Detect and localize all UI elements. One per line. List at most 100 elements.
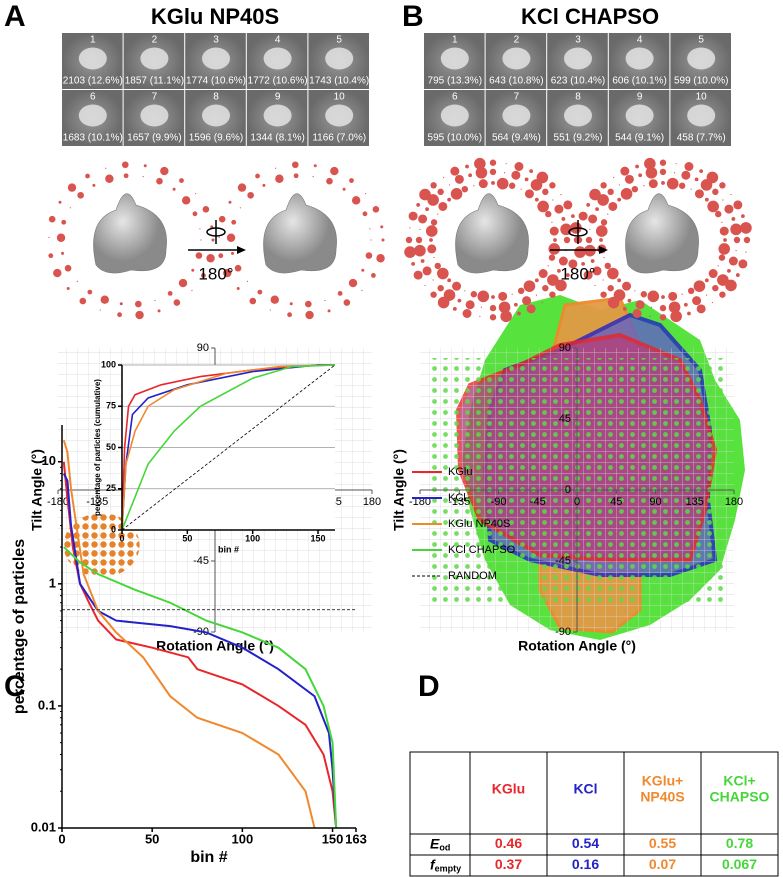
orientation-dot [733,236,741,244]
orientation-dot [733,200,743,210]
data-table: KGlu KCl KGlu+NP40S KCl+CHAPSO Eod 0.46 0.54 0.… [409,751,779,877]
class-caption: 606 (10.1%) [612,76,666,87]
y-tick-label: -90 [555,626,571,638]
orientation-dot [600,291,607,298]
orientation-dot [712,284,719,292]
orientation-dot [600,182,607,189]
orientation-dot [725,279,737,292]
class-caption: 1683 (10.1%) [63,133,123,144]
x-tick-label: 180 [725,496,743,508]
orientation-dot [234,264,242,272]
orientation-dot [121,161,129,169]
orientation-dot [119,302,123,306]
class-number: 2 [514,35,520,46]
orientation-dot [728,256,738,266]
class-number: 2 [152,35,158,46]
orientation-dot [607,213,609,215]
orientation-dot [524,177,529,182]
orientation-dot [643,185,645,187]
orientation-dot [305,300,312,308]
orientation-dot [79,297,87,305]
class-caption: 544 (9.1%) [615,133,664,144]
orientation-dot [199,228,201,230]
orientation-dot [424,284,426,287]
orientation-dot [719,226,729,236]
y-tick-label: 90 [559,342,571,354]
class-number: 8 [213,92,219,103]
orientation-dot [552,199,554,201]
orientation-dot [705,294,708,296]
class-number: 1 [90,35,96,46]
orientation-dot [640,291,648,298]
orientation-dot [372,206,380,213]
orientation-dot [191,268,195,272]
orientation-dot [617,278,622,283]
orientation-dot [659,168,667,176]
orientation-dot [635,164,639,169]
particle [625,104,654,127]
orientation-dot [457,298,462,303]
orientation-dot [618,184,621,186]
class-caption: 1596 (9.6%) [189,133,243,144]
orientation-dot [666,177,679,190]
orientation-dot [429,238,433,242]
orientation-dot [447,197,452,202]
orientation-dot [745,251,747,253]
orientation-dot [711,301,713,304]
particle [687,104,716,127]
orientation-dot [730,193,732,196]
orientation-dot [538,269,548,279]
class-caption: 599 (10.0%) [674,76,728,87]
orientation-dot [438,201,448,211]
orientation-dot [496,177,509,190]
orientation-dot [724,204,734,214]
orientation-dot [415,236,423,244]
orientation-dot [708,269,718,279]
orientation-dot [549,182,556,189]
y-tick-label: 90 [197,342,209,354]
orientation-dot [575,236,583,244]
orientation-dot [408,211,418,221]
y-axis-label: Tilt Angle (°) [29,449,45,531]
orientation-dot [99,309,101,311]
class-caption: 1166 (7.0%) [312,133,366,144]
y-tick-label: 0.1 [38,697,56,712]
y-tick-label: 0 [565,484,571,496]
orientation-dot [508,182,516,189]
orientation-dot [681,293,683,295]
orientation-dot [589,228,591,230]
orientation-dot [454,174,464,184]
orientation-dot [48,215,56,223]
y-tick-label: 0.01 [31,819,56,834]
row-label: fempty [430,856,461,874]
class-number: 5 [336,35,342,46]
x-tick-label: 50 [145,831,159,846]
orientation-dot [202,206,210,213]
orientation-dot [236,286,240,290]
orientation-dot [361,268,365,272]
orientation-dot [541,301,543,304]
orientation-dot [247,191,254,199]
x-tick-label: 0 [119,533,124,543]
table-value: 0.067 [722,856,757,872]
orientation-dot [343,299,351,306]
particle [78,104,107,127]
orientation-dot [178,278,188,288]
class-caption: 564 (9.4%) [492,133,541,144]
orientation-dot [67,183,77,192]
orientation-dot [706,171,719,184]
orientation-dot [668,301,681,314]
y-axis-label: percentage of particles [11,539,28,714]
orientation-dot [477,290,490,303]
legend-label: RANDOM [448,570,497,582]
particle [263,47,292,70]
orientation-dot [181,196,191,205]
particle [564,47,592,70]
particle [440,104,469,127]
orientation-dot [117,312,122,318]
orientation-dot [479,315,481,317]
orientation-dot [409,227,411,229]
orientation-dot [668,291,678,301]
orientation-dot [694,189,704,199]
orientation-dot [534,197,539,202]
